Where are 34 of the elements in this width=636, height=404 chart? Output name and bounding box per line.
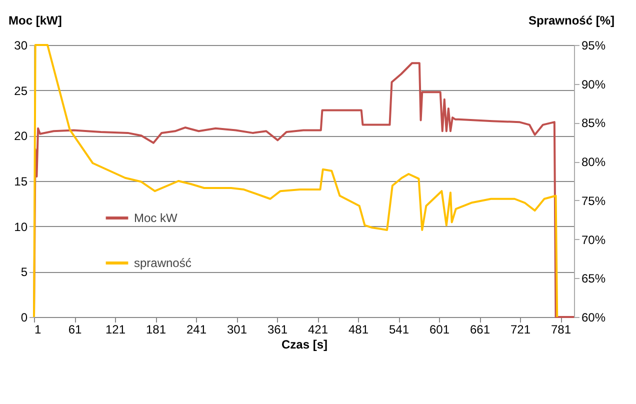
y-tick-label: 20 [14, 129, 28, 144]
x-tick-label: 301 [226, 322, 248, 336]
x-tick-label: 421 [308, 322, 328, 336]
x-tick-label: 1 [34, 322, 42, 336]
x-tick-label: 181 [146, 322, 166, 336]
y2-tick-label: 90% [582, 77, 606, 92]
y-tick-label: 30 [14, 38, 28, 52]
x-tick-label: 241 [186, 322, 207, 336]
x-tick-label: 61 [68, 322, 82, 336]
y-tick-label: 0 [20, 310, 28, 324]
x-tick-label: 721 [510, 322, 531, 336]
x-tick-label: 541 [388, 322, 410, 336]
legend-label: sprawność [134, 256, 192, 270]
x-tick-label: 601 [429, 322, 450, 336]
x-axis-title: Czas [s] [281, 338, 328, 352]
x-tick-label: 781 [550, 322, 572, 336]
y2-tick-label: 95% [582, 38, 606, 52]
y-tick-label: 10 [14, 220, 28, 234]
y-tick-label: 5 [20, 265, 28, 280]
legend-label: Moc kW [134, 211, 178, 225]
x-tick-label: 121 [105, 322, 126, 336]
y2-tick-label: 60% [582, 310, 606, 324]
y-tick-label: 25 [14, 84, 28, 98]
y2-tick-label: 65% [582, 272, 606, 286]
x-tick-label: 361 [267, 322, 288, 336]
y2-axis-title: Sprawność [%] [528, 14, 615, 28]
y-axis-title: Moc [kW] [8, 14, 62, 28]
y2-tick-label: 75% [582, 194, 606, 208]
y-tick-label: 15 [14, 174, 28, 188]
x-tick-label: 661 [470, 322, 490, 336]
x-tick-label: 481 [348, 322, 369, 336]
y2-tick-label: 70% [582, 232, 606, 247]
y2-tick-label: 80% [582, 155, 606, 170]
y2-tick-label: 85% [582, 116, 606, 130]
